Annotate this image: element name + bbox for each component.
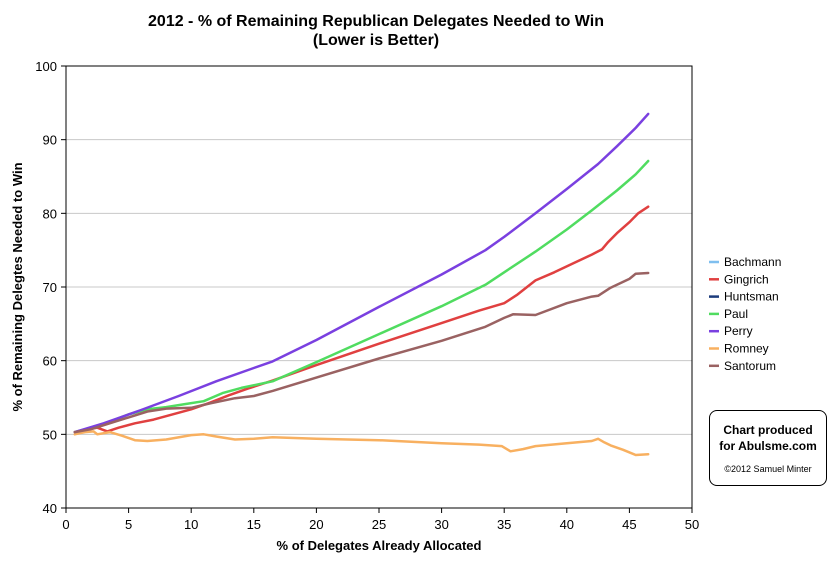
y-axis-title: % of Remaining Delegtes Needed to Win <box>10 162 25 411</box>
x-tick-label: 0 <box>62 517 69 532</box>
gridlines <box>66 139 692 435</box>
x-tick-label: 50 <box>685 517 699 532</box>
legend-label-romney: Romney <box>724 342 769 356</box>
legend-label-perry: Perry <box>724 324 753 338</box>
y-tick-label: 70 <box>43 280 57 295</box>
chart-title-line1: 2012 - % of Remaining Republican Delegat… <box>148 13 604 30</box>
credit-line1: Chart produced <box>723 423 813 437</box>
x-tick-label: 30 <box>434 517 448 532</box>
axis-ticks: 40 50 60 70 80 90 100 0 5 10 15 20 25 30 35 40 45 50 <box>35 59 699 532</box>
y-tick-label: 90 <box>43 133 57 148</box>
credit-line2: for Abulsme.com <box>719 439 817 453</box>
y-tick-label: 50 <box>43 427 57 442</box>
x-tick-label: 10 <box>184 517 198 532</box>
legend: Bachmann Gingrich Huntsman Paul Perry Romney S… <box>709 255 781 373</box>
series-lines <box>73 112 650 457</box>
series-line-santorum <box>73 271 650 434</box>
x-tick-label: 25 <box>372 517 386 532</box>
legend-label-paul: Paul <box>724 307 748 321</box>
legend-label-huntsman: Huntsman <box>724 290 779 304</box>
x-tick-label: 5 <box>125 517 132 532</box>
series-line-gingrich <box>73 205 650 434</box>
series-line-romney <box>73 430 650 457</box>
y-tick-label: 80 <box>43 206 57 221</box>
legend-label-gingrich: Gingrich <box>724 272 769 286</box>
x-tick-label: 45 <box>622 517 636 532</box>
x-tick-label: 35 <box>497 517 511 532</box>
x-tick-label: 20 <box>309 517 323 532</box>
y-tick-label: 100 <box>35 59 57 74</box>
credit-box: Chart produced for Abulsme.com ©2012 Sam… <box>709 410 827 486</box>
x-tick-label: 40 <box>560 517 574 532</box>
legend-label-santorum: Santorum <box>724 359 776 373</box>
series-line-perry <box>73 112 650 434</box>
y-tick-label: 40 <box>43 501 57 516</box>
series-line-paul <box>73 159 650 434</box>
x-tick-label: 15 <box>247 517 261 532</box>
y-tick-label: 60 <box>43 354 57 369</box>
x-axis-title: % of Delegates Already Allocated <box>277 538 482 553</box>
chart-title-line2: (Lower is Better) <box>313 32 439 49</box>
legend-label-bachmann: Bachmann <box>724 255 781 269</box>
credit-copyright: ©2012 Samuel Minter <box>724 464 812 474</box>
